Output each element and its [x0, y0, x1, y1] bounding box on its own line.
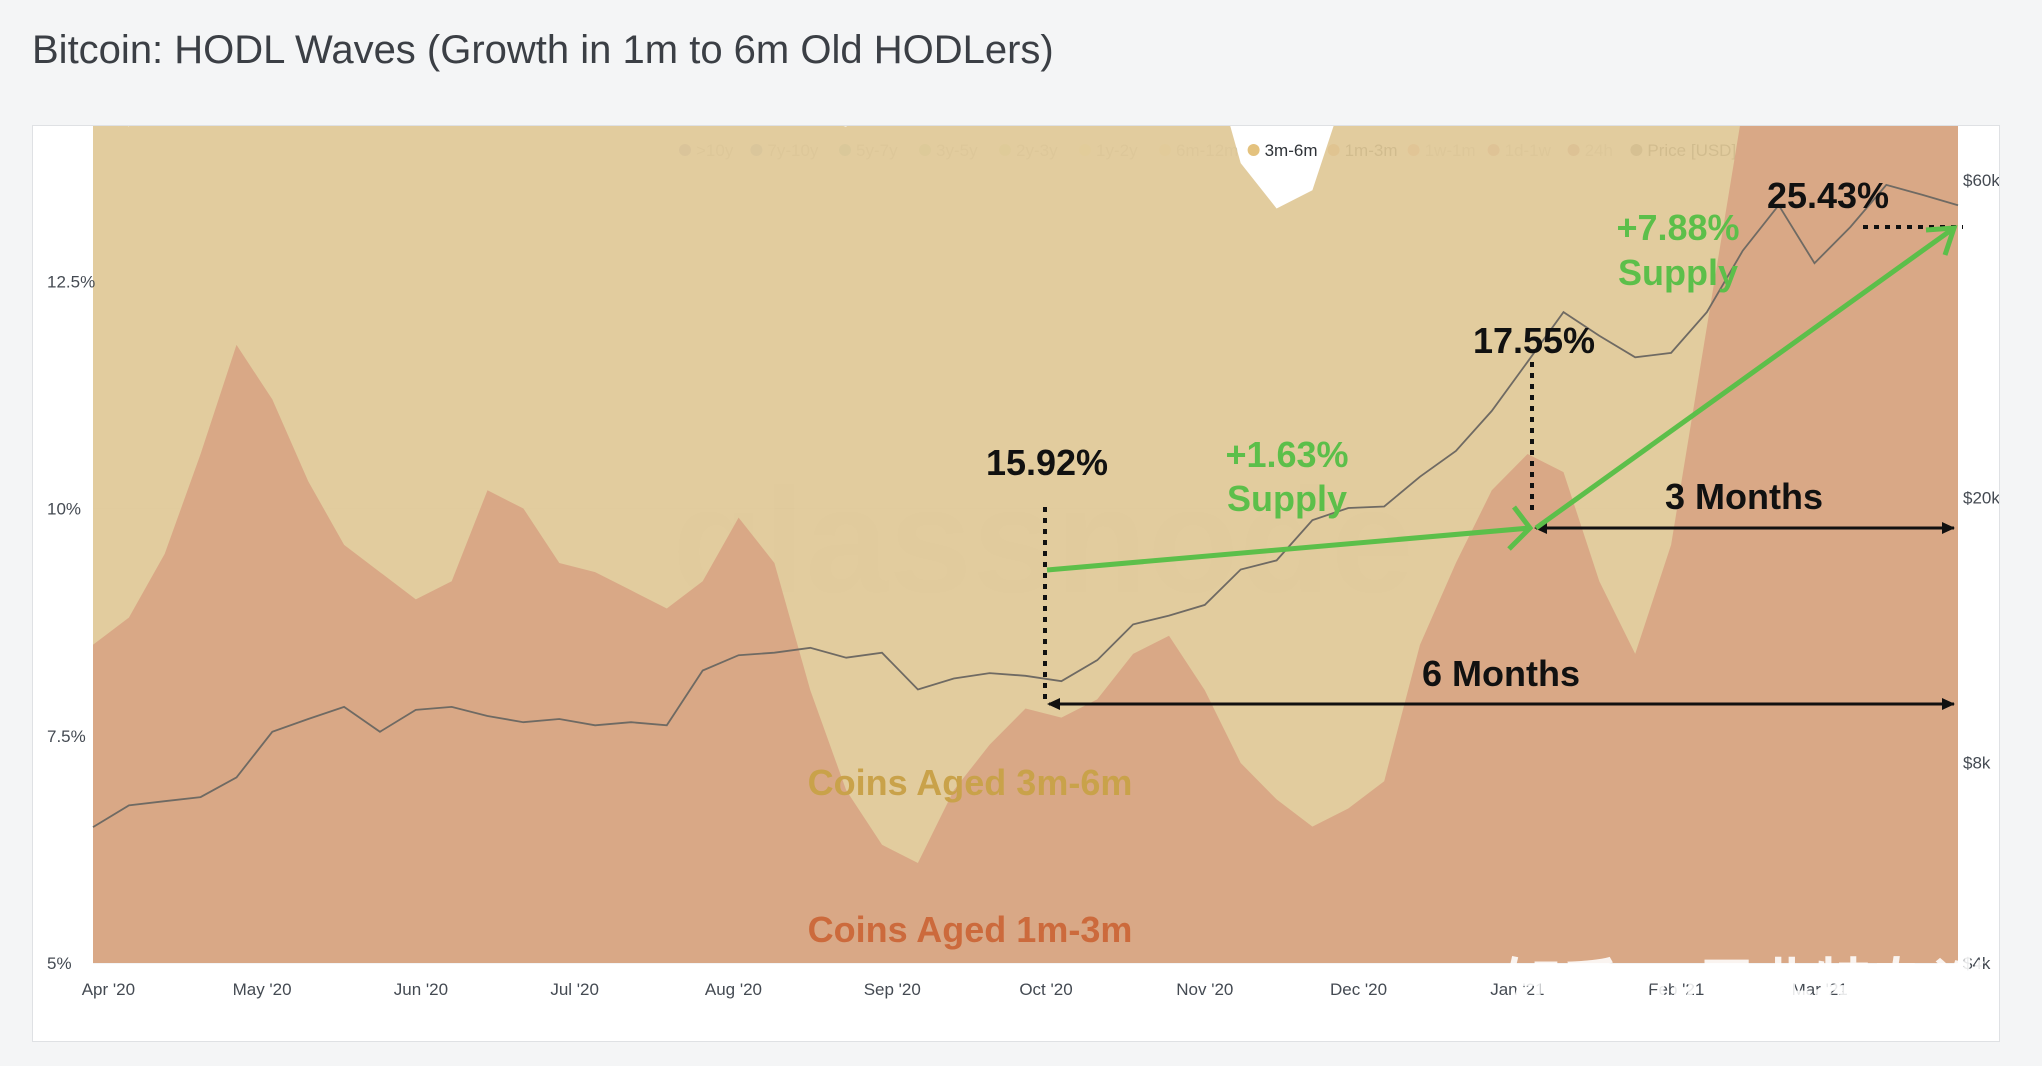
x-tick-label: Jul '20	[550, 980, 599, 999]
growth-arrow-1-head	[1507, 505, 1534, 551]
y-left-tick-label: 7.5%	[47, 727, 86, 746]
legend-label: 3m-6m	[1265, 141, 1318, 160]
x-tick-label: Sep '20	[864, 980, 921, 999]
band-label-1m-3m: Coins Aged 1m-3m	[808, 909, 1133, 950]
price-line	[92, 183, 1959, 828]
area-layer	[93, 126, 1958, 963]
x-tick-label: Apr '20	[82, 980, 135, 999]
legend-dot	[1247, 144, 1260, 156]
hodl-waves-chart: >10y7y-10y5y-7y3y-5y2y-3y1y-2y6m-12m3m-6…	[47, 126, 1999, 1020]
area-1m-3m	[93, 126, 1958, 963]
price-layer	[92, 183, 1959, 828]
span-6-months-label: 6 Months	[1422, 653, 1580, 694]
x-tick-label: Mar '21	[1792, 980, 1848, 999]
x-tick-label: Feb '21	[1648, 980, 1704, 999]
growth-arrow-1	[1046, 525, 1531, 573]
chart-panel: >10y7y-10y5y-7y3y-5y2y-3y1y-2y6m-12m3m-6…	[32, 125, 2000, 1042]
y-right-tick-label: $8k	[1963, 754, 1991, 773]
x-tick-label: Jan '21	[1490, 980, 1544, 999]
y-right-tick-label: $4k	[1963, 954, 1991, 973]
y-axis-right: $4k $8k $20k $60k	[1963, 171, 1999, 973]
growth-2-value-label: +7.88%	[1616, 207, 1739, 248]
y-right-tick-label: $20k	[1963, 489, 1999, 508]
annotations: 15.92% 17.55% 25.43% +1.63% Supply +7.88…	[808, 175, 1989, 1020]
y-left-tick-label: 5%	[47, 954, 72, 973]
page-title: Bitcoin: HODL Waves (Growth in 1m to 6m …	[32, 28, 1054, 72]
growth-arrow-2	[1534, 225, 1956, 531]
x-tick-label: May '20	[233, 980, 292, 999]
span-3-months-label: 3 Months	[1665, 476, 1823, 517]
growth-2-unit-label: Supply	[1618, 252, 1738, 293]
y-right-tick-label: $60k	[1963, 171, 1999, 190]
x-tick-label: Nov '20	[1176, 980, 1233, 999]
growth-arrow-2-head	[1925, 225, 1958, 256]
x-tick-label: Jun '20	[394, 980, 448, 999]
band-label-3m-6m: Coins Aged 3m-6m	[808, 762, 1133, 803]
x-tick-label: Oct '20	[1019, 980, 1072, 999]
y-left-tick-label: 12.5%	[47, 272, 95, 291]
y-left-tick-label: 10%	[47, 500, 81, 519]
end-value-label: 25.43%	[1767, 175, 1889, 216]
y-axis-left: 5%7.5%10%12.5%15%17.5%20%22.5%25%	[47, 272, 95, 973]
start-value-label: 15.92%	[986, 442, 1108, 483]
growth-1-value-label: +1.63%	[1225, 434, 1348, 475]
x-tick-label: Dec '20	[1330, 980, 1387, 999]
x-axis: Apr '20 May '20 Jun '20 Jul '20 Aug '20 Sep '…	[82, 980, 1848, 999]
growth-1-unit-label: Supply	[1227, 478, 1347, 519]
mid-value-label: 17.55%	[1473, 320, 1595, 361]
legend-item[interactable]: 3m-6m	[1247, 141, 1318, 160]
zhihu-watermark: 知乎 @巴韭特杂谈	[1504, 952, 1989, 1020]
x-tick-label: Aug '20	[705, 980, 762, 999]
